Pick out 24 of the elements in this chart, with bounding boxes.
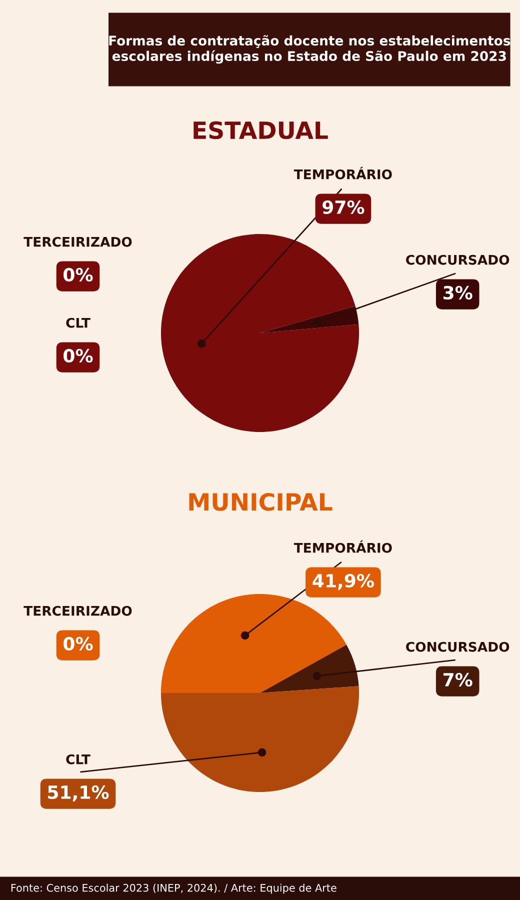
slice-label: CONCURSADO (406, 254, 510, 265)
text: 0% (64, 636, 93, 651)
text: 0% (64, 348, 93, 363)
chart-title: Formas de contratação docente nos estabelecimentos escolares indígenas no Estado de São Paulo em 2023 (109, 35, 510, 64)
text: 0% (64, 268, 93, 282)
pie-slice (160, 686, 360, 792)
pie-slice (160, 594, 346, 693)
data-label: 97% (322, 200, 364, 214)
pie-slice (160, 234, 360, 432)
slice-label: CONCURSADO (406, 642, 510, 652)
chart-title: MUNICIPAL (189, 492, 332, 511)
slice-label: TEMPORÁRIO (294, 166, 392, 180)
chart-subtitle: ESTADUAL (194, 121, 328, 140)
data-label: 3% (443, 286, 472, 300)
data-label: 7% (443, 672, 472, 687)
category-label: CLT (66, 318, 90, 328)
data-label: 51,1% (48, 785, 109, 802)
slice-label: TEMPORÁRIO (294, 540, 392, 553)
category-label: TERCEIRIZADO (24, 606, 132, 616)
category-label: TERCEIRIZADO (24, 236, 132, 247)
data-label: 41,9% (312, 574, 374, 590)
pie-slice (260, 644, 359, 693)
source-note: Fonte: Censo Escolar 2023 (INEP, 2024). / Arte: Equipe de Arte (11, 884, 336, 894)
slice-label: CLT (66, 754, 90, 764)
